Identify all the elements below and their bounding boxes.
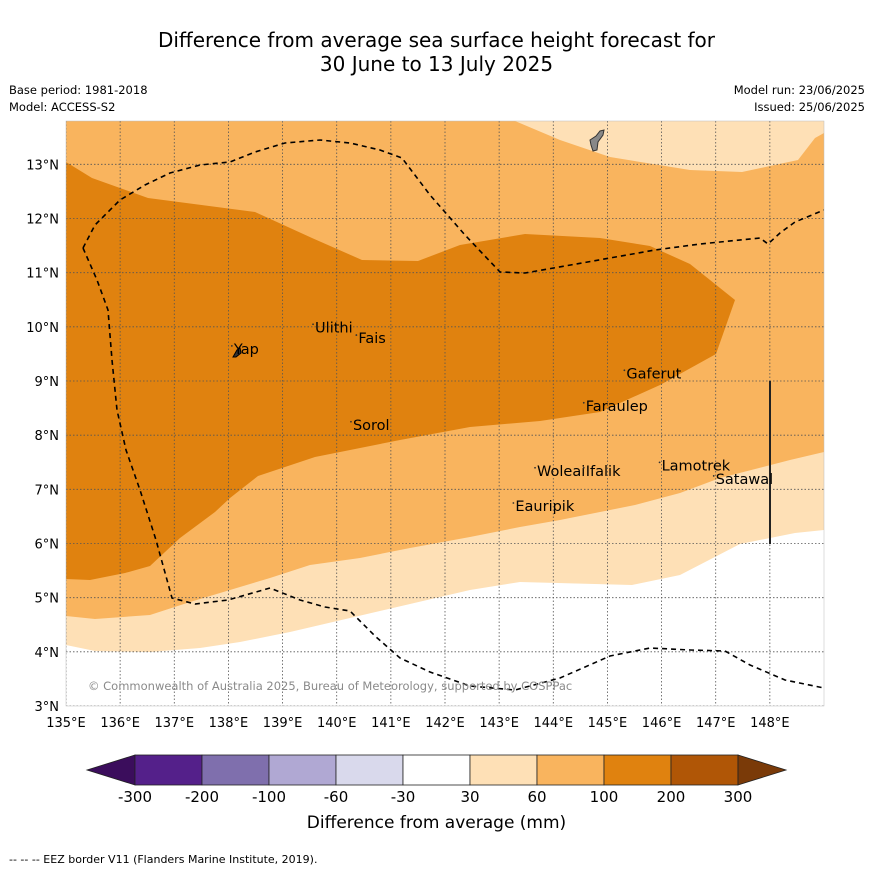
colorbar-tick-label: -30	[390, 788, 416, 806]
chart-title: Difference from average sea surface heig…	[0, 28, 873, 76]
colorbar-extend-high	[737, 754, 788, 786]
lon-tick-label: 135°E	[46, 716, 86, 731]
lon-tick-label: 144°E	[534, 716, 574, 731]
place-label-faraulep: Faraulep	[586, 399, 648, 415]
colorbar-tick-label: -300	[117, 788, 153, 806]
place-label-ifalik: Ifalik	[586, 464, 621, 480]
atoll-marker	[582, 401, 585, 404]
lat-tick-label: 4°N	[35, 646, 60, 661]
plot-frame	[65, 120, 825, 707]
lon-tick-label: 140°E	[317, 716, 357, 731]
lat-tick-label: 6°N	[35, 538, 60, 553]
colorbar-tick-label: 300	[723, 788, 753, 806]
lon-tick-label: 142°E	[425, 716, 465, 731]
colorbar-segment	[134, 754, 203, 786]
colorbar-tick-label: 30	[460, 788, 480, 806]
colorbar-segment	[536, 754, 605, 786]
place-label-sorol: Sorol	[353, 418, 390, 434]
colorbar-title: Difference from average (mm)	[306, 813, 567, 833]
lon-tick-label: 147°E	[696, 716, 736, 731]
place-label-satawal: Satawal	[716, 472, 773, 488]
colorbar-segment	[201, 754, 270, 786]
atoll-marker	[534, 466, 536, 469]
yap-island	[232, 347, 242, 358]
lon-tick-label: 136°E	[100, 716, 140, 731]
eez-border	[82, 247, 824, 691]
lat-tick-label: 3°N	[35, 700, 60, 715]
lat-tick-label: 7°N	[35, 483, 60, 498]
meta-right: Model run: 23/06/2025 Issued: 25/06/2025	[734, 82, 865, 116]
issued-date: Issued: 25/06/2025	[754, 100, 865, 114]
guam-island	[589, 129, 605, 152]
lon-tick-label: 139°E	[263, 716, 303, 731]
colorbar-segment	[603, 754, 672, 786]
colorbar-tick-label: 100	[589, 788, 619, 806]
place-label-lamotrek: Lamotrek	[662, 458, 731, 474]
place-label-woleai: Woleai	[537, 464, 585, 480]
place-labels: Yap Ulithi Fais Sorol Gaferut Faraulep Woleai I…	[230, 320, 773, 515]
eez-footnote: -- -- -- EEZ border V11 (Flanders Marine…	[9, 853, 318, 866]
map-plot-area	[66, 121, 824, 706]
atoll-marker	[230, 345, 233, 347]
lat-tick-label: 13°N	[26, 158, 59, 173]
title-line-1: Difference from average sea surface heig…	[157, 28, 716, 52]
colorbar-tick-label: -200	[184, 788, 220, 806]
lat-tick-label: 5°N	[35, 592, 60, 607]
model-run: Model run: 23/06/2025	[733, 83, 865, 97]
colorbar-segment	[469, 754, 538, 786]
colorbar	[85, 754, 788, 786]
contour-band-100-200	[66, 162, 735, 580]
colorbar-tick-label: 60	[527, 788, 547, 806]
atoll-marker	[582, 466, 585, 469]
place-label-ulithi: Ulithi	[315, 320, 353, 336]
atoll-marker	[658, 461, 661, 464]
place-label-gaferut: Gaferut	[626, 366, 681, 382]
atoll-marker	[355, 334, 358, 336]
lon-tick-label: 137°E	[155, 716, 195, 731]
colorbar-extend-low	[85, 754, 136, 786]
lon-tick-label: 146°E	[642, 716, 682, 731]
atoll-marker	[712, 475, 715, 477]
meta-left: Base period: 1981-2018 Model: ACCESS-S2	[9, 82, 148, 116]
colorbar-segment	[335, 754, 404, 786]
lat-tick-label: 8°N	[35, 429, 60, 444]
atoll-marker	[312, 323, 314, 326]
lon-tick-label: 141°E	[371, 716, 411, 731]
place-label-yap: Yap	[233, 342, 259, 358]
base-period: Base period: 1981-2018	[9, 83, 148, 97]
axes: 135°E 136°E 137°E 138°E 139°E 140°E 141°E 142°E…	[26, 158, 789, 731]
place-label-fais: Fais	[358, 331, 385, 347]
lat-tick-label: 10°N	[26, 321, 59, 336]
lat-tick-label: 11°N	[26, 267, 59, 282]
colorbar-tick-label: -100	[251, 788, 287, 806]
lon-tick-label: 138°E	[209, 716, 249, 731]
eez-border-north	[82, 139, 824, 274]
copyright-text: © Commonwealth of Australia 2025, Bureau…	[88, 679, 572, 693]
lon-tick-label: 148°E	[750, 716, 790, 731]
lon-tick-label: 145°E	[588, 716, 628, 731]
lon-tick-label: 143°E	[479, 716, 519, 731]
lat-tick-label: 9°N	[35, 375, 60, 390]
colorbar-tick-label: 200	[656, 788, 686, 806]
place-label-eauripik: Eauripik	[515, 499, 574, 515]
atoll-marker	[512, 502, 515, 504]
atoll-marker	[350, 420, 352, 423]
atoll-marker	[623, 369, 626, 372]
colorbar-segment	[402, 754, 471, 786]
model-name: Model: ACCESS-S2	[9, 100, 116, 114]
lat-tick-label: 12°N	[26, 213, 59, 228]
colorbar-tick-label: -60	[323, 788, 349, 806]
colorbar-segment	[670, 754, 739, 786]
title-line-2: 30 June to 13 July 2025	[319, 52, 554, 76]
colorbar-segment	[268, 754, 337, 786]
